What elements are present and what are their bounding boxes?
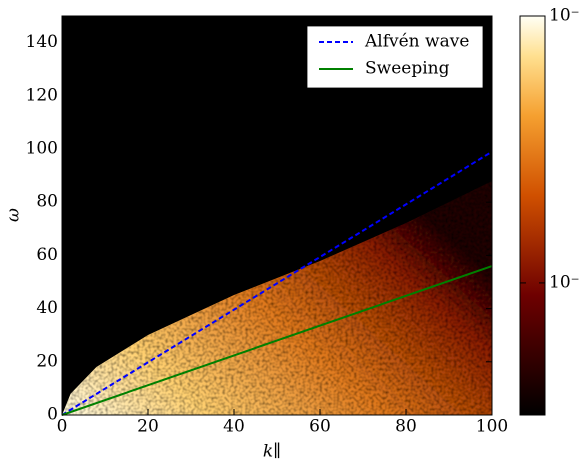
y-tick-label: 80 bbox=[36, 192, 58, 212]
y-tick-label: 100 bbox=[26, 139, 58, 159]
y-tick-label: 0 bbox=[47, 405, 58, 425]
y-tick-label: 40 bbox=[36, 298, 58, 318]
x-tick-label: 40 bbox=[223, 417, 245, 437]
series-line bbox=[61, 150, 493, 416]
y-tick-label: 140 bbox=[26, 32, 58, 52]
y-tick-label: 60 bbox=[36, 245, 58, 265]
axes-frame bbox=[61, 15, 493, 416]
colorbar-tick-label: 10⁻² bbox=[549, 272, 579, 292]
legend-box bbox=[306, 25, 484, 89]
x-tick-label: 20 bbox=[137, 417, 159, 437]
y-tick-label: 20 bbox=[36, 351, 58, 371]
y-axis-label: ω bbox=[4, 208, 24, 222]
x-tick-label: 80 bbox=[395, 417, 417, 437]
colorbar-tick-label: 10⁻¹ bbox=[549, 6, 579, 26]
x-tick-label: 60 bbox=[309, 417, 331, 437]
legend-label: Alfvén wave bbox=[364, 32, 469, 52]
y-tick-label: 120 bbox=[26, 85, 58, 105]
x-tick-label: 0 bbox=[57, 417, 68, 437]
x-axis-label: k∥ bbox=[263, 442, 281, 462]
plot-area bbox=[61, 150, 493, 416]
legend-label: Sweeping bbox=[365, 59, 450, 79]
colorbar bbox=[519, 15, 546, 416]
series-line bbox=[61, 265, 493, 416]
x-tick-label: 100 bbox=[476, 417, 508, 437]
